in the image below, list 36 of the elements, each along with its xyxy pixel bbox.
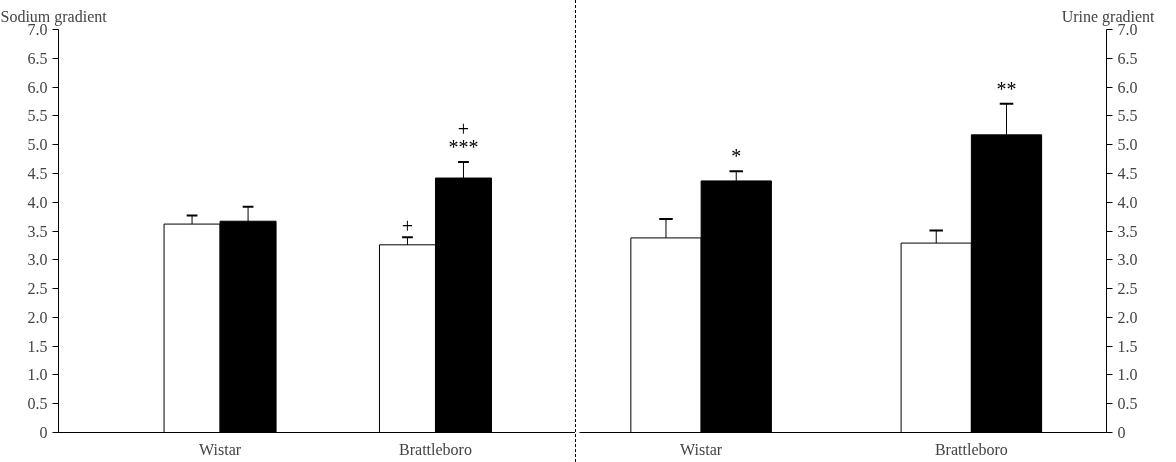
y-tick-label: 6.5 xyxy=(27,49,48,67)
y-tick-label: 2.0 xyxy=(1117,308,1138,326)
x-tick-label: Brattleboro xyxy=(934,440,1008,458)
y-tick-label: 4.5 xyxy=(1117,164,1138,182)
y-tick-label: 3.0 xyxy=(1117,251,1138,269)
y-tick-label: 0 xyxy=(39,424,48,441)
y-tick-label: 6.0 xyxy=(27,78,48,96)
y-tick-label: 3.5 xyxy=(27,222,48,240)
annotation: * xyxy=(731,145,742,168)
y-tick-label: 1.0 xyxy=(1117,366,1138,384)
y-tick-label: 0 xyxy=(1117,424,1126,441)
x-tick-label: Brattleboro xyxy=(399,440,472,458)
annotation: ** xyxy=(996,77,1017,100)
y-tick-label: 5.0 xyxy=(27,136,48,154)
x-tick-label: Wistar xyxy=(199,440,242,458)
y-tick-label: 0.5 xyxy=(1117,395,1138,413)
y-tick-label: 6.0 xyxy=(1117,78,1138,96)
y-tick-label: 4.0 xyxy=(27,193,48,211)
y-tick-label: 2.0 xyxy=(27,308,48,326)
y-tick-label: 1.5 xyxy=(1117,337,1138,355)
y-tick-label: 5.5 xyxy=(1117,107,1138,125)
y-tick-label: 3.0 xyxy=(27,251,48,269)
y-tick-label: 6.5 xyxy=(1117,49,1138,67)
y-tick-label: 1.0 xyxy=(27,366,48,384)
y-tick-label: 5.0 xyxy=(1117,136,1138,154)
annotation: + xyxy=(401,215,414,238)
y-tick-label: 3.5 xyxy=(1117,222,1138,240)
y-tick-label: 4.5 xyxy=(27,164,48,182)
y-tick-label: 5.5 xyxy=(27,107,48,125)
y-tick-label: 4.0 xyxy=(1117,193,1138,211)
y-tick-label: 0.5 xyxy=(27,395,48,413)
y-tick-label: 7.0 xyxy=(27,21,48,38)
y-tick-label: 2.5 xyxy=(1117,280,1138,298)
x-tick-label: Wistar xyxy=(680,440,723,458)
y-tick-label: 2.5 xyxy=(27,280,48,298)
y-tick-label: 1.5 xyxy=(27,337,48,355)
